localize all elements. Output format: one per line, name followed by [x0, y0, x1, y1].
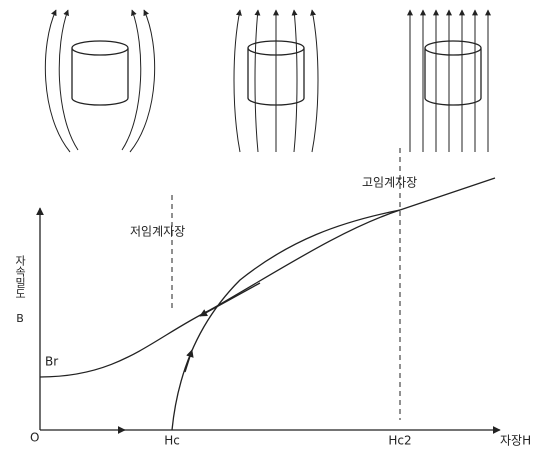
diagram: 저임계자장 고임계자장 자속밀도 B Br O Hc Hc2 자장H — [0, 0, 544, 452]
cylinder-normal — [410, 10, 488, 152]
origin-label: O — [30, 431, 39, 445]
x-axis-label: 자장H — [500, 434, 531, 448]
return-arrow — [200, 283, 260, 316]
hc2-label: Hc2 — [388, 434, 411, 448]
virgin-arrow — [185, 350, 192, 372]
return-curve — [40, 178, 495, 377]
cylinder-mixed — [234, 10, 318, 152]
br-label: Br — [45, 355, 58, 369]
virgin-curve — [172, 210, 400, 430]
hc1-label: Hc — [164, 434, 180, 448]
upper-critical-label: 고임계자장 — [362, 176, 417, 190]
y-axis-label: 자속밀도 B — [14, 255, 27, 325]
cylinder-expelled — [45, 10, 154, 152]
lower-critical-label: 저임계자장 — [130, 225, 185, 239]
